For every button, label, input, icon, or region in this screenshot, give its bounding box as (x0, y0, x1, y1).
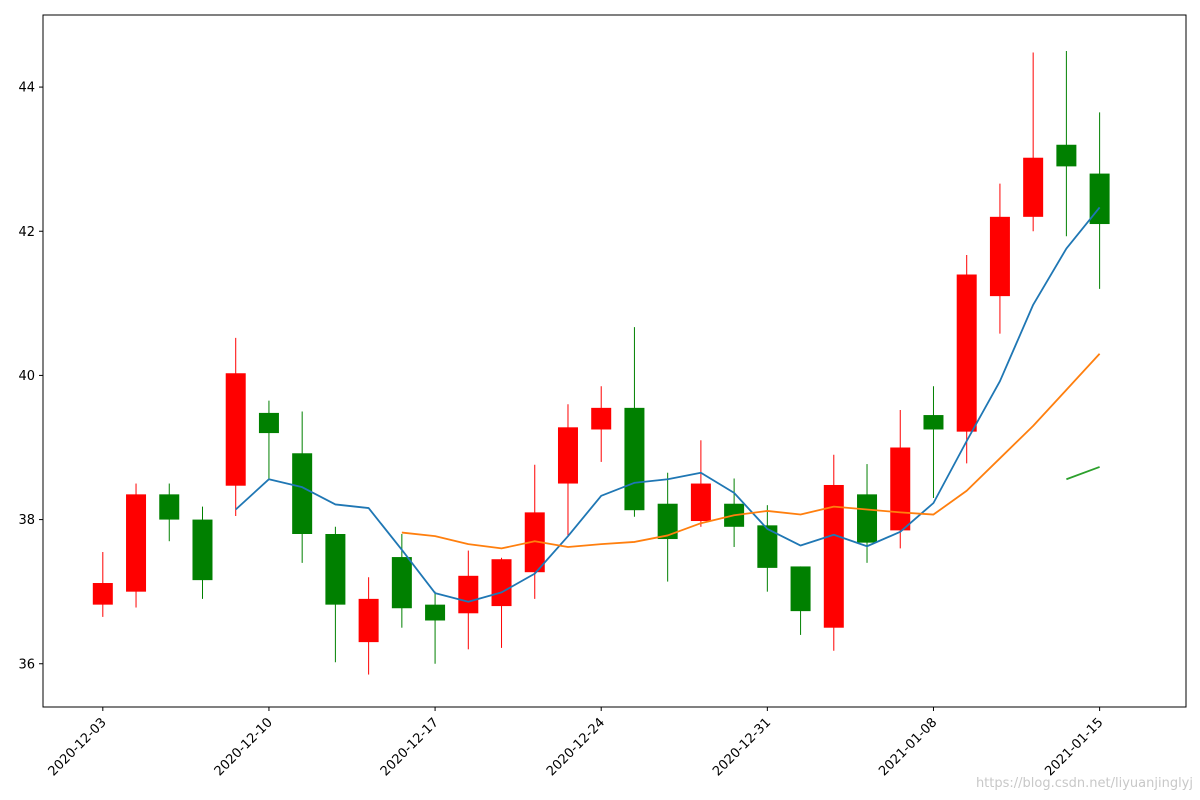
candle-body (159, 494, 180, 520)
moving-average-line (401, 353, 1101, 550)
candle-body (557, 427, 578, 484)
y-tick-label: 44 (18, 81, 35, 96)
candle-body (657, 503, 678, 540)
candle-body (857, 494, 878, 543)
candle (1056, 51, 1077, 237)
candle-body (624, 407, 645, 511)
candle-body (425, 604, 446, 621)
moving-average-line (1066, 466, 1100, 481)
candle (126, 483, 147, 608)
candle (159, 483, 180, 542)
candle (757, 505, 778, 592)
candle-body (956, 274, 977, 432)
candle (225, 337, 246, 516)
candle-body (258, 412, 279, 434)
candle (557, 404, 578, 537)
candle (657, 472, 678, 582)
y-tick-label: 42 (18, 225, 35, 240)
candle (425, 591, 446, 664)
candle (823, 454, 844, 651)
candle-body (989, 216, 1010, 297)
candle-body (225, 373, 246, 486)
watermark-text: https://blog.csdn.net/liyuanjinglyj (976, 776, 1193, 791)
y-tick-label: 38 (18, 513, 35, 528)
candle-body (358, 598, 379, 643)
candle-body (757, 525, 778, 568)
candle (989, 183, 1010, 334)
candle (358, 577, 379, 675)
candle (890, 410, 911, 549)
y-axis: 36 38 40 42 44 (18, 81, 43, 672)
moving-average-line (235, 206, 1101, 603)
candle-body (1023, 157, 1044, 217)
candle-body (690, 483, 711, 522)
candle-body (458, 575, 479, 614)
candle-body (92, 583, 113, 605)
plot-area-frame (42, 14, 1187, 708)
candle-body (391, 557, 412, 609)
candle-body (1056, 144, 1077, 167)
candle-body (292, 453, 313, 534)
candle-body (524, 512, 545, 573)
candle (690, 440, 711, 527)
candle-body (890, 447, 911, 531)
candle-body (325, 534, 346, 605)
candle (192, 506, 213, 599)
y-tick-label: 40 (18, 369, 35, 384)
candle (790, 566, 811, 635)
y-tick-label: 36 (18, 657, 35, 672)
candle (325, 526, 346, 663)
candle-body (823, 484, 844, 628)
candle (956, 255, 977, 464)
candle-body (491, 559, 512, 607)
candle-body (192, 519, 213, 581)
candle (1089, 112, 1110, 289)
candle-body (790, 566, 811, 612)
candle (923, 386, 944, 498)
candle-body (923, 415, 944, 430)
candle (1023, 52, 1044, 232)
candle-body (1089, 173, 1110, 225)
candle-body (126, 494, 147, 592)
candle (524, 464, 545, 599)
candle (591, 386, 612, 462)
candle-body (591, 407, 612, 430)
candle (458, 550, 479, 650)
moving-average-lines (235, 206, 1101, 603)
candle (92, 552, 113, 617)
candle (258, 400, 279, 480)
